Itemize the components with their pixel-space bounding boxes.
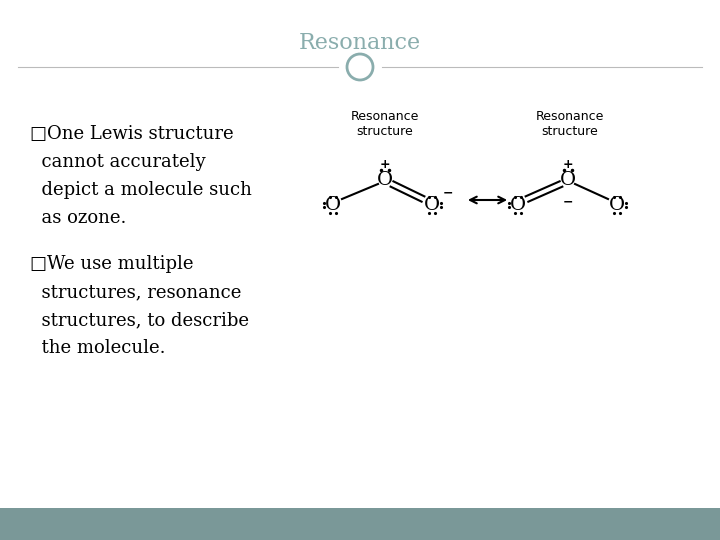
Text: structures, to describe: structures, to describe: [30, 311, 249, 329]
Text: +: +: [379, 158, 390, 171]
Text: O: O: [424, 196, 440, 214]
Text: O: O: [609, 196, 625, 214]
Text: O: O: [510, 196, 526, 214]
Text: O: O: [325, 196, 341, 214]
Text: □We use multiple: □We use multiple: [30, 255, 194, 273]
Text: +: +: [563, 158, 573, 171]
Text: Resonance: Resonance: [299, 32, 421, 54]
Text: depict a molecule such: depict a molecule such: [30, 181, 252, 199]
Text: Resonance
structure: Resonance structure: [536, 110, 604, 138]
Text: cannot accurately: cannot accurately: [30, 153, 206, 171]
Text: −: −: [443, 186, 454, 199]
Text: the molecule.: the molecule.: [30, 339, 166, 357]
Text: as ozone.: as ozone.: [30, 209, 127, 227]
Text: Resonance
structure: Resonance structure: [351, 110, 419, 138]
Text: O: O: [560, 171, 576, 189]
FancyBboxPatch shape: [0, 508, 720, 540]
Text: −: −: [563, 195, 573, 208]
Text: O: O: [377, 171, 393, 189]
Text: □One Lewis structure: □One Lewis structure: [30, 125, 233, 143]
Text: structures, resonance: structures, resonance: [30, 283, 241, 301]
